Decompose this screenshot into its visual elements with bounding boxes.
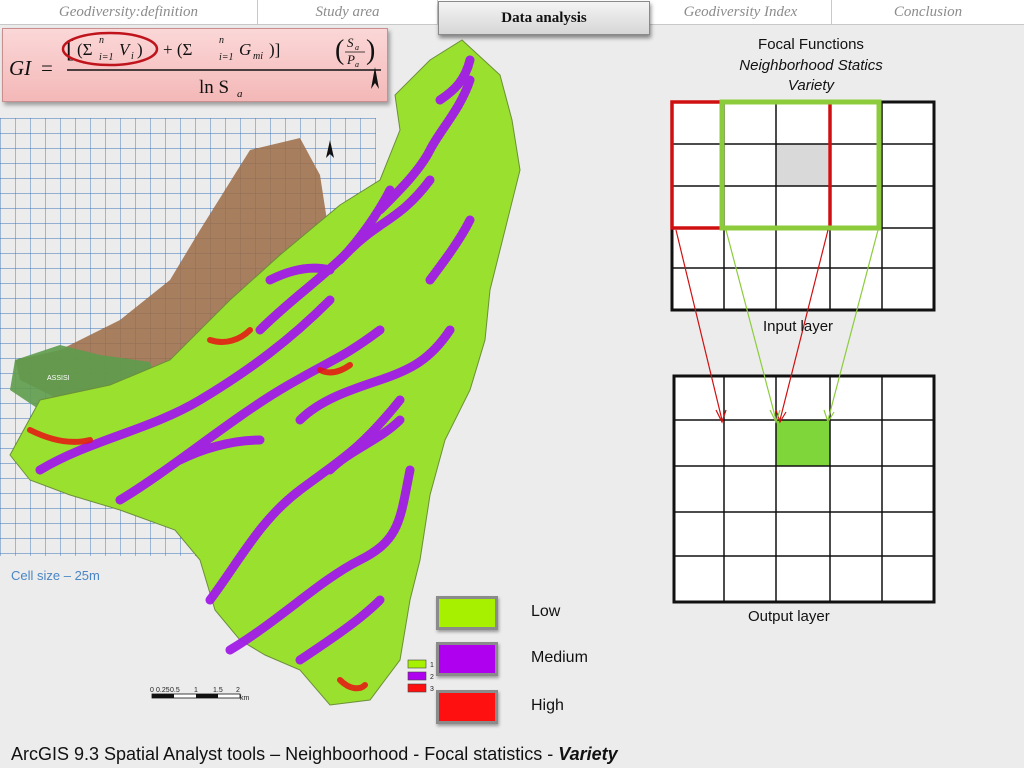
svg-text:i=1: i=1 [219, 52, 234, 63]
svg-text:1: 1 [194, 687, 198, 694]
tab-conclusion[interactable]: Conclusion [893, 4, 963, 20]
svg-text:0: 0 [150, 687, 154, 694]
output-cell-green [776, 420, 830, 466]
svg-text:)]: )] [269, 40, 280, 59]
svg-text:(: ( [335, 35, 344, 66]
north-arrow-icon [371, 67, 379, 89]
svg-text:V: V [119, 40, 132, 59]
svg-text:S: S [347, 35, 354, 50]
legend-item-low: Low [436, 596, 596, 636]
svg-text:2: 2 [430, 674, 434, 681]
footer-text: ArcGIS 9.3 Spatial Analyst tools – Neigh… [11, 744, 559, 764]
svg-text:3: 3 [430, 686, 434, 693]
focal-variety-diagram [670, 99, 936, 604]
green-neighborhood-window [719, 99, 882, 231]
svg-text:n: n [219, 35, 224, 46]
footer-emphasis: Variety [558, 744, 618, 764]
svg-text:km: km [240, 695, 250, 702]
town-label: ASSISI [47, 375, 70, 382]
input-layer-label: Input layer [763, 318, 834, 335]
input-cell-white [724, 144, 776, 186]
legend-swatch-medium [436, 642, 498, 676]
svg-text:1: 1 [430, 662, 434, 669]
cell-size-label: Cell size – 25m [11, 568, 100, 583]
geodiversity-map: ASSISI 1 2 3 0 0.25 0.5 1 1.5 2 km [0, 39, 521, 706]
high-zones [27, 327, 368, 692]
svg-text:): ) [366, 35, 375, 66]
svg-text:ln S: ln S [199, 77, 229, 98]
svg-text:2: 2 [236, 687, 240, 694]
svg-text:i=1: i=1 [99, 52, 114, 63]
legend-swatch-low [436, 596, 498, 630]
geodiversity-index-formula: GI = [ (Σ n i=1 V i ) + (Σ n i=1 G mi )]… [2, 28, 388, 102]
neighborhood-statistics-subtitle: Neighborhood Statics [739, 57, 883, 74]
svg-text:GI: GI [9, 56, 32, 80]
terrain-layer [15, 138, 330, 400]
focal-functions-title: Focal Functions [758, 36, 864, 53]
input-layer-grid [670, 99, 936, 312]
medium-zones [35, 55, 475, 665]
svg-text:n: n [99, 35, 104, 46]
svg-text:a: a [355, 43, 359, 52]
tab-geodiversity-index[interactable]: Geodiversity Index [650, 0, 832, 24]
scale-bar: 0 0.25 0.5 1 1.5 2 km [150, 687, 250, 702]
legend-item-high: High [436, 690, 596, 730]
north-arrow-icon [326, 140, 334, 158]
svg-text:a: a [355, 60, 359, 69]
variety-operation-label: Variety [787, 77, 835, 94]
svg-text:P: P [346, 52, 355, 67]
legend-item-medium: Medium [436, 642, 596, 682]
svg-text:i: i [131, 51, 134, 62]
highlight-ellipse [61, 31, 159, 67]
svg-text:): ) [137, 40, 143, 59]
legend-label-high: High [531, 697, 564, 714]
svg-text:[: [ [66, 37, 74, 63]
tab-data-analysis[interactable]: Data analysis [438, 1, 650, 35]
svg-text:=: = [41, 56, 53, 80]
tab-study-area[interactable]: Study area [258, 0, 438, 24]
svg-text:0.25: 0.25 [156, 687, 170, 694]
svg-text:a: a [237, 88, 243, 100]
legend-label-low: Low [531, 603, 561, 620]
output-layer-label: Output layer [748, 608, 830, 625]
legend-swatch-high [436, 690, 498, 724]
map-mini-legend: 1 2 3 [407, 659, 434, 693]
svg-text:+ (Σ: + (Σ [163, 40, 192, 59]
svg-text:G: G [239, 40, 251, 59]
svg-text:1.5: 1.5 [213, 687, 223, 694]
output-cell-white [724, 420, 776, 466]
svg-text:0.5: 0.5 [170, 687, 180, 694]
output-layer-grid [672, 374, 936, 604]
footer-caption: ArcGIS 9.3 Spatial Analyst tools – Neigh… [11, 744, 618, 765]
tab-geodiversity-definition[interactable]: Geodiversity:definition [0, 0, 258, 24]
svg-text:mi: mi [253, 51, 263, 62]
connector-arrows [675, 229, 879, 424]
input-cell-gray [776, 144, 828, 186]
svg-text:(Σ: (Σ [77, 40, 93, 59]
legend-label-medium: Medium [531, 649, 588, 666]
